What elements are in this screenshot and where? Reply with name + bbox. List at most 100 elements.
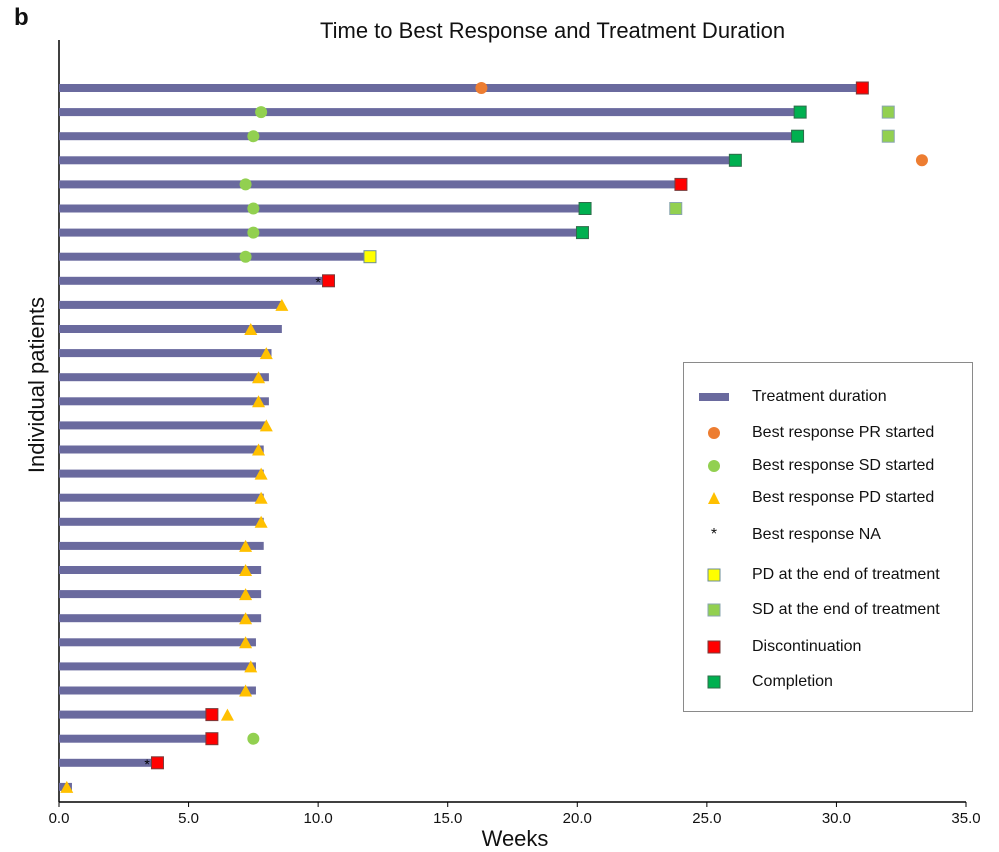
treatment-bar bbox=[59, 421, 267, 430]
sd-start-marker bbox=[239, 250, 252, 263]
treatment-bar bbox=[59, 132, 798, 141]
sd-start-marker bbox=[247, 202, 260, 215]
discontinuation-marker bbox=[855, 81, 869, 95]
pd-start-marker bbox=[254, 515, 268, 528]
sd-start-marker bbox=[247, 130, 260, 143]
pd-start-marker bbox=[239, 564, 253, 576]
legend-label: Best response NA bbox=[752, 526, 881, 543]
pd-start-marker bbox=[254, 467, 268, 480]
pd-start-marker bbox=[239, 539, 253, 552]
pd-start-marker bbox=[239, 612, 253, 625]
treatment-bar bbox=[59, 325, 282, 333]
legend-item-completion: Completion bbox=[684, 670, 972, 694]
treatment-bar bbox=[59, 252, 370, 261]
pd-end-marker bbox=[363, 250, 377, 264]
completion-marker bbox=[793, 105, 807, 119]
treatment-bar bbox=[59, 758, 158, 767]
na-marker: * bbox=[315, 274, 321, 290]
treatment-bar bbox=[59, 397, 269, 406]
pd-start-marker bbox=[259, 347, 273, 360]
treatment-bar bbox=[59, 469, 264, 478]
treatment-bar bbox=[59, 566, 262, 574]
discontinuation-marker bbox=[674, 177, 688, 191]
legend-label: SD at the end of treatment bbox=[752, 601, 940, 618]
light-green-square-icon bbox=[684, 598, 744, 622]
orange-circle-icon bbox=[684, 421, 744, 445]
legend-item-discontinuation: Discontinuation bbox=[684, 635, 972, 659]
x-tick-label: 0.0 bbox=[49, 810, 70, 827]
pd-start-marker bbox=[252, 443, 266, 456]
treatment-bar bbox=[59, 204, 586, 213]
treatment-bar bbox=[59, 662, 256, 671]
sd-start-marker bbox=[239, 178, 252, 191]
legend-label: Best response SD started bbox=[752, 457, 935, 474]
treatment-bar bbox=[59, 686, 256, 695]
asterisk-icon: * bbox=[710, 526, 718, 543]
treatment-bar bbox=[59, 493, 264, 502]
pd-start-marker bbox=[254, 491, 268, 504]
sd-end-marker bbox=[881, 105, 895, 119]
treatment-bar bbox=[59, 349, 272, 358]
pr-start-marker bbox=[915, 154, 928, 167]
x-tick-label: 20.0 bbox=[563, 810, 592, 827]
treatment-bar bbox=[59, 638, 256, 647]
pd-start-marker bbox=[244, 323, 258, 335]
pd-start-marker bbox=[252, 395, 266, 408]
pd-start-marker bbox=[252, 371, 266, 384]
legend-item-sd-end: SD at the end of treatment bbox=[684, 598, 972, 622]
treatment-bar bbox=[59, 590, 262, 599]
treatment-bar bbox=[59, 541, 264, 550]
pd-start-marker bbox=[259, 419, 273, 432]
chart-title: Time to Best Response and Treatment Dura… bbox=[320, 18, 786, 43]
treatment-bar bbox=[59, 228, 583, 237]
x-tick-label: 5.0 bbox=[178, 810, 199, 827]
pd-start-marker bbox=[220, 708, 234, 721]
pd-start-marker bbox=[244, 660, 258, 673]
na-marker: * bbox=[144, 756, 150, 772]
triangle-icon bbox=[684, 486, 744, 510]
pd-start-marker bbox=[60, 780, 74, 793]
treatment-bar bbox=[59, 373, 269, 382]
discontinuation-marker bbox=[205, 732, 219, 746]
legend-label: Best response PR started bbox=[752, 424, 935, 441]
completion-marker bbox=[791, 129, 805, 143]
panel-label: b bbox=[14, 4, 29, 31]
legend-label: Discontinuation bbox=[752, 638, 862, 655]
completion-marker bbox=[728, 153, 742, 167]
sd-end-marker bbox=[669, 202, 683, 215]
legend-label: Best response PD started bbox=[752, 489, 935, 506]
x-tick-label: 30.0 bbox=[822, 810, 851, 827]
treatment-bar bbox=[59, 84, 863, 92]
yellow-square-icon bbox=[684, 563, 744, 587]
treatment-bar bbox=[59, 156, 736, 165]
pd-start-marker bbox=[239, 636, 253, 649]
treatment-bar bbox=[59, 614, 262, 623]
legend-item-sd: Best response SD started bbox=[684, 454, 972, 478]
treatment-bar bbox=[59, 300, 282, 309]
treatment-bar bbox=[59, 710, 212, 719]
treatment-bar bbox=[59, 276, 329, 285]
legend-label: PD at the end of treatment bbox=[752, 566, 940, 583]
sd-end-marker bbox=[881, 129, 895, 143]
pd-start-marker bbox=[275, 298, 289, 311]
red-square-icon bbox=[684, 635, 744, 659]
completion-marker bbox=[578, 202, 592, 215]
legend: Treatment duration Best response PR star… bbox=[683, 362, 973, 712]
pd-start-marker bbox=[239, 588, 253, 601]
treatment-bar bbox=[59, 180, 681, 189]
treatment-bar bbox=[59, 734, 212, 743]
x-tick-label: 35.0 bbox=[951, 810, 980, 827]
green-circle-icon bbox=[684, 454, 744, 478]
treatment-bar-icon bbox=[684, 385, 744, 409]
discontinuation-marker bbox=[150, 756, 164, 770]
x-tick-label: 10.0 bbox=[304, 810, 333, 827]
legend-item-pr: Best response PR started bbox=[684, 421, 972, 445]
completion-marker bbox=[575, 226, 589, 240]
discontinuation-marker bbox=[322, 274, 336, 288]
legend-item-treatment: Treatment duration bbox=[684, 385, 972, 409]
green-square-icon bbox=[684, 670, 744, 694]
legend-item-pd-end: PD at the end of treatment bbox=[684, 563, 972, 587]
legend-label: Completion bbox=[752, 673, 833, 690]
sd-start-marker bbox=[247, 226, 260, 239]
